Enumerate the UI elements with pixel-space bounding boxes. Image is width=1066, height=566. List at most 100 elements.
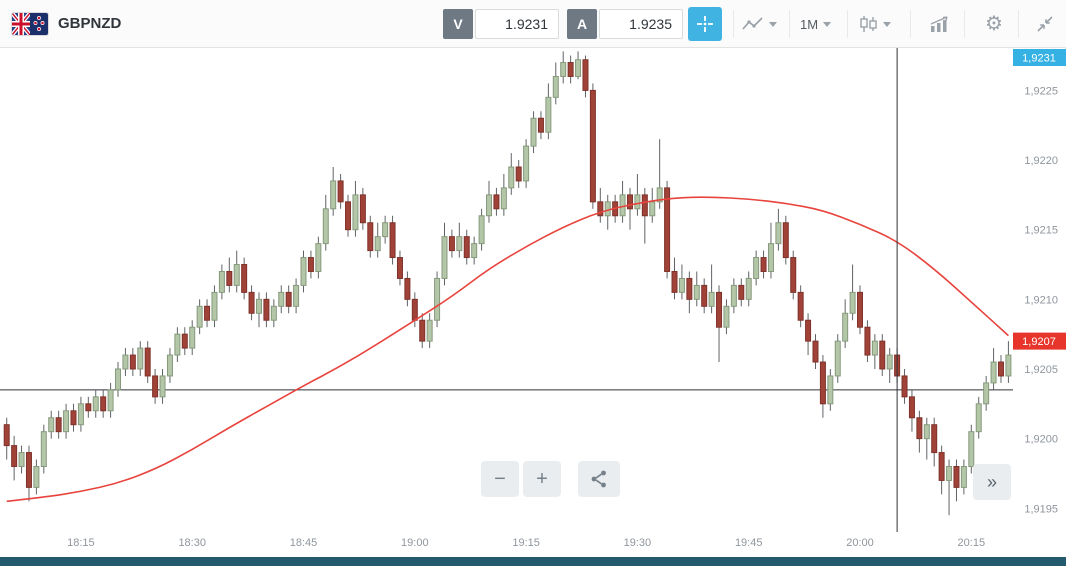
candle-down bbox=[597, 201, 604, 217]
candle-up bbox=[478, 215, 485, 245]
candle-up bbox=[946, 465, 953, 481]
candle-up bbox=[48, 417, 55, 433]
toolbar-separator bbox=[964, 10, 965, 38]
sell-price-button[interactable]: 1.9231 bbox=[475, 9, 559, 39]
line-chart-icon bbox=[742, 17, 763, 30]
candle-up bbox=[315, 243, 322, 272]
candle-down bbox=[85, 403, 92, 412]
candle-down bbox=[864, 326, 871, 356]
candle-up bbox=[575, 59, 582, 77]
candle-up bbox=[693, 284, 700, 300]
crosshair-button[interactable] bbox=[688, 7, 722, 41]
candle-up bbox=[115, 368, 122, 391]
candle-down bbox=[782, 222, 789, 259]
candle-down bbox=[396, 257, 403, 279]
y-axis-label: 1,9215 bbox=[1024, 225, 1058, 237]
candle-up bbox=[552, 75, 559, 98]
collapse-icon bbox=[1037, 16, 1053, 32]
last-price-tag bbox=[1013, 332, 1066, 350]
candle-down bbox=[359, 194, 366, 224]
y-axis-label: 1,9205 bbox=[1024, 364, 1058, 376]
candle-up bbox=[300, 257, 307, 286]
zoom-out-button[interactable]: − bbox=[481, 461, 519, 497]
timeframe-label: 1M bbox=[800, 16, 819, 32]
candle-up bbox=[456, 236, 463, 252]
candle-down bbox=[463, 236, 470, 259]
candle-up bbox=[33, 465, 40, 488]
candle-down bbox=[997, 361, 1004, 377]
y-axis-label: 1,9225 bbox=[1024, 85, 1058, 97]
candle-up bbox=[983, 382, 990, 405]
indicators-button[interactable] bbox=[922, 7, 958, 41]
candle-up bbox=[775, 222, 782, 245]
candle-down bbox=[419, 319, 426, 342]
candle-up bbox=[330, 180, 337, 210]
candle-up bbox=[1005, 354, 1012, 377]
candle-up bbox=[649, 201, 656, 217]
candle-up bbox=[352, 194, 359, 231]
candle-up bbox=[137, 347, 144, 370]
candle-down bbox=[389, 222, 396, 259]
candle-up bbox=[218, 270, 225, 293]
candle-up bbox=[619, 194, 626, 217]
last-price-tag-text: 1,9207 bbox=[1022, 336, 1056, 348]
candle-down bbox=[641, 194, 648, 217]
candle-down bbox=[144, 347, 151, 377]
candle-down bbox=[567, 62, 574, 77]
candle-down bbox=[716, 291, 723, 328]
candle-down bbox=[805, 319, 812, 342]
share-button[interactable] bbox=[578, 461, 620, 497]
candle-up bbox=[211, 291, 218, 321]
candle-down bbox=[797, 291, 804, 321]
x-axis-label: 18:45 bbox=[290, 537, 318, 549]
candle-down bbox=[953, 465, 960, 488]
candle-down bbox=[129, 354, 136, 370]
expand-panel-button[interactable]: » bbox=[973, 464, 1011, 500]
candle-up bbox=[434, 277, 441, 321]
share-icon bbox=[591, 470, 606, 488]
candle-up bbox=[278, 291, 285, 307]
candle-up bbox=[293, 284, 300, 307]
x-axis-label: 20:15 bbox=[958, 537, 986, 549]
candle-up bbox=[196, 305, 203, 328]
candle-down bbox=[285, 291, 292, 307]
candle-up bbox=[656, 187, 663, 203]
candle-down bbox=[812, 340, 819, 363]
candle-down bbox=[738, 284, 745, 300]
candle-down bbox=[345, 201, 352, 231]
candle-up bbox=[18, 452, 25, 467]
candle-down bbox=[760, 257, 767, 272]
candle-down bbox=[448, 236, 455, 252]
timeframe-dropdown[interactable]: 1M bbox=[800, 7, 832, 41]
candle-up bbox=[730, 284, 737, 307]
candle-down bbox=[226, 270, 233, 286]
candle-up bbox=[486, 194, 493, 217]
candle-up bbox=[634, 194, 641, 210]
candle-up bbox=[270, 305, 277, 321]
candle-down bbox=[11, 445, 18, 467]
candle-up bbox=[886, 354, 893, 370]
candle-down bbox=[25, 452, 32, 488]
candle-down bbox=[248, 291, 255, 314]
y-axis-label: 1,9210 bbox=[1024, 294, 1058, 306]
y-axis-label: 1,9220 bbox=[1024, 155, 1058, 167]
candle-up bbox=[189, 326, 196, 349]
candle-up bbox=[960, 465, 967, 488]
buy-price-button[interactable]: 1.9235 bbox=[599, 9, 683, 39]
candle-up bbox=[374, 236, 381, 252]
candle-up bbox=[471, 243, 478, 259]
candle-down bbox=[515, 166, 522, 182]
chart-type-line-dropdown[interactable] bbox=[742, 7, 777, 41]
candle-down bbox=[908, 396, 915, 419]
candle-up bbox=[723, 305, 730, 328]
x-axis-label: 19:30 bbox=[624, 537, 652, 549]
candle-up bbox=[560, 62, 567, 77]
chart-type-candles-dropdown[interactable] bbox=[858, 7, 891, 41]
candle-down bbox=[938, 452, 945, 481]
settings-button[interactable]: ⚙ bbox=[976, 7, 1012, 41]
candle-down bbox=[152, 375, 159, 398]
collapse-chart-button[interactable] bbox=[1028, 7, 1062, 41]
zoom-in-button[interactable]: + bbox=[523, 461, 561, 497]
candle-up bbox=[968, 431, 975, 467]
